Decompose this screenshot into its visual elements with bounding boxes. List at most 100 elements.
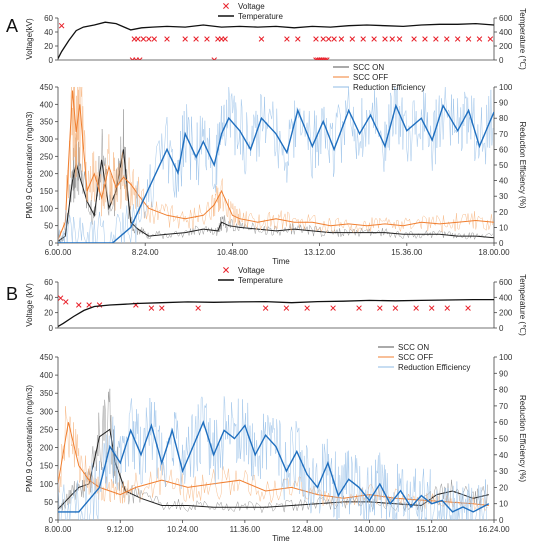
voltage-point	[58, 22, 65, 29]
series-raw-scc-off	[58, 406, 488, 512]
legend-item: SCC ON	[378, 343, 429, 352]
voltage-point	[136, 57, 143, 60]
voltage-point	[204, 36, 210, 42]
legend-label: Temperature	[238, 276, 283, 285]
plot-area	[58, 21, 494, 60]
voltage-point	[304, 305, 310, 311]
plot-area	[58, 295, 494, 328]
voltage-point	[392, 305, 399, 311]
voltage-point	[135, 36, 141, 42]
voltage-point	[148, 305, 155, 311]
x-tick-label: 13.12.00	[304, 248, 336, 257]
voltage-point	[428, 305, 435, 311]
series-scc-on	[58, 149, 494, 242]
voltage-point	[211, 57, 217, 60]
voltage-point	[320, 36, 326, 42]
voltage-point	[465, 36, 472, 42]
voltage-point	[371, 36, 377, 42]
y-axis-label: PM0.9 Concentration (mg/m3)	[25, 385, 34, 492]
legend-item: Temperature	[218, 276, 283, 285]
voltage-point	[377, 305, 383, 311]
y-tick-label: 20	[44, 42, 53, 51]
y2-tick-label: 50	[499, 161, 508, 170]
voltage-point	[349, 36, 356, 42]
y2-axis-label: Temperature (℃)	[518, 274, 527, 336]
legend-item: Reduction Efficiency	[333, 83, 425, 92]
y2-tick-label: 10	[499, 500, 508, 509]
series-reduction-efficiency	[58, 420, 490, 513]
y-tick-label: 60	[44, 14, 53, 23]
series-voltage	[129, 57, 330, 60]
y2-tick-label: 10	[499, 223, 508, 232]
y2-tick-label: 100	[499, 353, 513, 362]
y-tick-label: 300	[40, 407, 54, 416]
voltage-point	[487, 36, 494, 42]
voltage-point	[140, 36, 147, 42]
y2-tick-label: 20	[499, 208, 508, 217]
voltage-point	[182, 36, 188, 42]
y-tick-label: 450	[40, 83, 54, 92]
y2-tick-label: 80	[499, 386, 508, 395]
y-tick-label: 200	[40, 170, 54, 179]
y2-tick-label: 60	[499, 418, 508, 427]
series-raw-reduction-efficiency	[58, 396, 488, 520]
voltage-point	[76, 302, 82, 308]
voltage-point	[360, 36, 366, 42]
legend-item: Voltage	[223, 2, 265, 11]
voltage-point	[330, 305, 336, 311]
y2-axis-label: Reduction Efficiency (%)	[518, 395, 527, 482]
x-axis-label: Time	[272, 257, 290, 266]
x-tick-label: 14.00.00	[354, 525, 386, 534]
voltage-point	[454, 36, 461, 42]
y2-tick-label: 30	[499, 467, 508, 476]
y2-tick-label: 70	[499, 130, 508, 139]
voltage-point	[284, 36, 290, 42]
x-tick-label: 16.24.00	[478, 525, 510, 534]
y2-tick-label: 0	[499, 324, 504, 333]
y2-tick-label: 40	[499, 177, 508, 186]
series-voltage	[58, 22, 494, 42]
y2-tick-label: 0	[499, 239, 504, 248]
y-tick-label: 400	[40, 371, 54, 380]
series-scc-off	[58, 90, 494, 240]
y-tick-label: 150	[40, 187, 54, 196]
voltage-point	[338, 36, 345, 42]
voltage-point	[411, 36, 417, 42]
voltage-point	[476, 36, 483, 42]
y2-tick-label: 400	[499, 293, 513, 302]
legend-label: Voltage	[238, 2, 265, 11]
legend-marker	[223, 267, 229, 273]
voltage-point	[58, 295, 64, 301]
y-tick-label: 400	[40, 100, 54, 109]
voltage-point	[164, 36, 170, 42]
y2-tick-label: 600	[499, 14, 513, 23]
series-temperature	[58, 21, 494, 59]
y2-tick-label: 0	[499, 516, 504, 525]
legend-label: SCC OFF	[353, 73, 388, 82]
x-tick-label: 6.00.00	[45, 248, 72, 257]
series-reduction-efficiency	[58, 103, 494, 243]
y2-tick-label: 90	[499, 99, 508, 108]
series-voltage	[58, 295, 471, 311]
legend-item: Voltage	[223, 266, 265, 275]
voltage-point	[63, 299, 69, 305]
voltage-point	[322, 57, 328, 60]
voltage-point	[258, 36, 265, 42]
voltage-point	[283, 305, 290, 311]
y2-tick-label: 50	[499, 435, 508, 444]
voltage-point	[222, 36, 228, 42]
legend-label: Reduction Efficiency	[353, 83, 425, 92]
voltage-point	[193, 36, 199, 42]
y2-tick-label: 40	[499, 451, 508, 460]
voltage-point	[146, 36, 152, 42]
x-tick-label: 15.12.00	[416, 525, 448, 534]
legend-label: Voltage	[238, 266, 265, 275]
x-tick-label: 18.00.00	[478, 248, 510, 257]
y2-tick-label: 400	[499, 28, 513, 37]
voltage-point	[324, 57, 330, 60]
voltage-point	[262, 305, 269, 311]
y-tick-label: 0	[49, 239, 54, 248]
